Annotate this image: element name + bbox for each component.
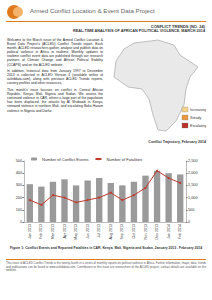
svg-text:Jun 2013: Jun 2013 (86, 224, 90, 239)
svg-text:Number of Conflict Events: Number of Conflict Events (42, 157, 88, 162)
svg-text:Nov 2013: Nov 2013 (144, 224, 148, 239)
svg-text:0: 0 (188, 220, 190, 224)
svg-text:2,000: 2,000 (188, 171, 198, 175)
svg-text:400: 400 (16, 171, 22, 175)
svg-text:Dec 2013: Dec 2013 (155, 224, 159, 239)
svg-text:100: 100 (16, 208, 22, 212)
svg-text:Steady: Steady (190, 116, 201, 120)
svg-text:Jan 2014: Jan 2014 (167, 224, 171, 239)
html-text:This month's issue focuses on: This month's issue focuses on conflict i… (7, 88, 103, 113)
svg-text:Feb 2013: Feb 2013 (39, 224, 43, 239)
svg-text:May 2013: May 2013 (74, 224, 78, 240)
svg-text:200: 200 (16, 196, 22, 200)
svg-text:500: 500 (16, 159, 22, 163)
svg-text:Aug 2013: Aug 2013 (109, 224, 113, 239)
svg-text:Escalating: Escalating (190, 124, 206, 128)
svg-text:1,500: 1,500 (188, 183, 198, 187)
svg-text:Oct 2013: Oct 2013 (132, 224, 136, 239)
svg-text:0: 0 (20, 220, 22, 224)
html-text:REAL-TIME ANALYSIS OF AFRICAN: REAL-TIME ANALYSIS OF AFRICAN POLITICAL … (73, 29, 205, 33)
svg-text:Jul 2013: Jul 2013 (97, 224, 101, 238)
html-text:Conflict Trajectory, February: Conflict Trajectory, February 2014 (148, 140, 206, 144)
svg-text:Jan 2013: Jan 2013 (28, 224, 32, 239)
html-text:CONFLICT TRENDS (NO. 24): CONFLICT TRENDS (NO. 24) (150, 24, 205, 29)
svg-text:Increasing: Increasing (190, 108, 206, 112)
svg-text:500: 500 (188, 208, 194, 212)
svg-text:Number of Fatalities: Number of Fatalities (106, 157, 142, 162)
html-text:Welcome to the March issue of: Welcome to the March issue of the Armed … (7, 38, 103, 67)
html-text:Figure 1: Conflict Events and: Figure 1: Conflict Events and Reported F… (9, 246, 203, 250)
svg-text:1,000: 1,000 (188, 196, 198, 200)
svg-text:Feb 2014: Feb 2014 (178, 224, 182, 239)
html-text:In addition, historical data f: In addition, historical data from Januar… (7, 69, 103, 86)
svg-text:Apr 2013: Apr 2013 (63, 224, 67, 239)
svg-text:Mar 2013: Mar 2013 (51, 224, 55, 239)
html-text:This issue of ACLED Conflict T: This issue of ACLED Conflict Trends is t… (6, 261, 206, 272)
svg-text:2,500: 2,500 (188, 159, 198, 163)
html-text:Armed Conflict Location & Even: Armed Conflict Location & Event Data Pro… (30, 7, 155, 14)
svg-text:300: 300 (16, 183, 22, 187)
svg-text:Sep 2013: Sep 2013 (120, 224, 124, 239)
